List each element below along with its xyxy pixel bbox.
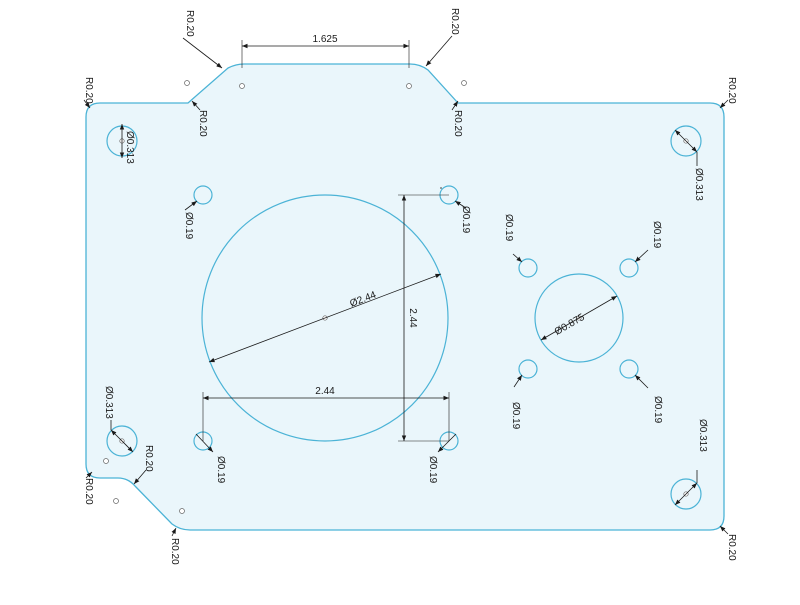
small-hole-f [619,258,639,278]
dim-corner-hole-tr: Ø0.313 [674,129,704,201]
dim-small-hole-c: Ø0.19 [195,433,226,484]
label-radius-outer-br: R0.20 [726,534,737,561]
label-small-hole-h: Ø0.19 [652,396,663,424]
label-corner-hole-bl: Ø0.313 [103,386,114,419]
label-radius-bottom-left-2: R0.20 [83,478,94,505]
label-small-hole-g: Ø0.19 [510,402,521,430]
label-corner-hole-tr: Ø0.313 [693,168,704,201]
dim-small-hole-e: Ø0.19 [503,214,523,263]
label-corner-hole-tl: Ø0.313 [124,131,135,164]
dim-corner-hole-tl: Ø0.313 [119,124,135,164]
label-radius-outer-tl: R0.20 [83,77,94,104]
label-radius-bottom-left-3: R0.20 [169,538,180,565]
small-hole-h [619,359,639,379]
label-small-hole-d: Ø0.19 [427,456,438,484]
dim-corner-hole-br: Ø0.313 [674,419,708,506]
label-big-hole-height: 2.44 [407,308,418,328]
radius-callouts: R0.20 R0.20 R0.20 R0.20 R0.20 R0.20 R0.2… [83,8,737,565]
label-small-hole-b: Ø0.19 [460,206,471,234]
dim-small-hole-f: Ø0.19 [634,221,662,263]
dim-big-hole-width: 2.44 [202,386,450,441]
dim-small-hole-b: Ø0.19 [440,187,471,234]
corner-hole-bl [106,425,138,457]
label-corner-hole-br: Ø0.313 [697,419,708,452]
dim-corner-hole-bl: Ø0.313 [103,386,134,453]
dim-small-hole-g: Ø0.19 [510,374,523,430]
label-small-hole-e: Ø0.19 [503,214,514,242]
label-small-hole-f: Ø0.19 [651,221,662,249]
small-hole-g [518,359,538,379]
dim-small-hole-d: Ø0.19 [427,433,457,484]
label-top-width: 1.625 [312,34,337,45]
small-hole-e [518,258,538,278]
dim-small-hole-a: Ø0.19 [183,200,198,240]
big-hole [201,194,449,442]
label-radius-outer-tr: R0.20 [726,77,737,104]
label-small-hole-a: Ø0.19 [183,212,194,240]
center-hole [534,273,624,363]
label-big-hole-width: 2.44 [315,386,335,397]
label-radius-top-left-1: R0.20 [184,10,195,37]
label-radius-bottom-left-1: R0.20 [143,445,154,472]
label-radius-top-right-1: R0.20 [449,8,460,35]
dim-small-hole-h: Ø0.19 [634,374,663,424]
label-radius-top-left-2: R0.20 [197,110,208,137]
corner-hole-br [670,478,702,510]
small-hole-a [193,185,213,205]
dim-top-width: 1.625 [241,34,410,68]
plate-outline [85,63,725,531]
label-small-hole-c: Ø0.19 [215,456,226,484]
corner-hole-tr [670,125,702,157]
label-radius-top-right-2: R0.20 [452,110,463,137]
